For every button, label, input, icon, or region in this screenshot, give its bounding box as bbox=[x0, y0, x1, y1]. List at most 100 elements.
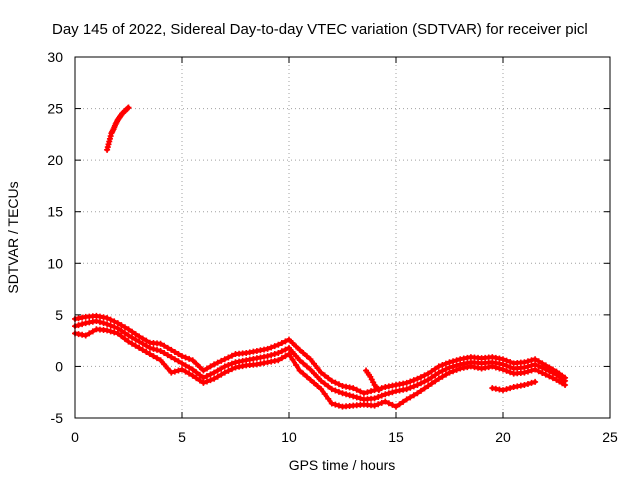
data-point bbox=[296, 357, 303, 364]
data-point bbox=[500, 366, 506, 373]
y-tick-label: 5 bbox=[55, 307, 63, 323]
data-point bbox=[275, 341, 282, 348]
y-axis-label: SDTVAR / TECUs bbox=[5, 181, 21, 293]
data-point bbox=[417, 387, 424, 394]
data-point bbox=[278, 340, 285, 347]
data-point bbox=[275, 350, 282, 357]
data-point bbox=[125, 332, 132, 339]
data-point bbox=[214, 359, 221, 366]
data-point bbox=[425, 383, 432, 390]
data-point bbox=[150, 345, 157, 352]
data-point bbox=[542, 366, 549, 373]
data-point bbox=[350, 385, 357, 392]
series-4 bbox=[489, 378, 539, 394]
data-point bbox=[132, 342, 139, 349]
x-tick-label: 0 bbox=[71, 429, 79, 445]
data-point bbox=[421, 372, 428, 379]
data-point bbox=[303, 373, 310, 380]
data-point bbox=[375, 387, 382, 394]
data-point bbox=[414, 390, 421, 397]
data-point bbox=[114, 320, 121, 327]
data-point bbox=[111, 329, 118, 336]
data-point bbox=[328, 386, 335, 393]
data-point bbox=[339, 390, 346, 397]
data-point bbox=[218, 371, 225, 378]
data-point bbox=[321, 372, 328, 379]
data-point bbox=[417, 374, 424, 381]
data-point bbox=[214, 373, 221, 380]
chart-title: Day 145 of 2022, Sidereal Day-to-day VTE… bbox=[52, 21, 588, 38]
data-point bbox=[407, 378, 414, 385]
data-point bbox=[182, 354, 189, 361]
data-point bbox=[225, 362, 232, 369]
data-point bbox=[450, 358, 457, 365]
data-point bbox=[428, 368, 435, 375]
data-point bbox=[421, 378, 428, 385]
data-point bbox=[410, 383, 417, 390]
data-point bbox=[314, 365, 321, 372]
data-point bbox=[435, 363, 442, 370]
data-point bbox=[310, 379, 317, 386]
data-point bbox=[546, 368, 553, 375]
data-point bbox=[293, 362, 300, 369]
data-point bbox=[410, 392, 417, 399]
series-1 bbox=[72, 312, 569, 397]
data-point bbox=[278, 348, 285, 355]
data-point bbox=[264, 345, 271, 352]
data-point bbox=[225, 354, 232, 361]
data-point bbox=[549, 369, 556, 376]
data-point bbox=[385, 390, 392, 397]
data-point bbox=[521, 364, 528, 371]
data-point bbox=[211, 361, 218, 368]
data-point bbox=[450, 368, 457, 375]
data-point bbox=[303, 353, 310, 360]
data-point bbox=[442, 371, 449, 378]
data-point bbox=[432, 365, 439, 372]
data-point bbox=[539, 364, 546, 371]
data-point bbox=[310, 360, 317, 367]
data-point bbox=[271, 343, 278, 350]
data-point bbox=[125, 338, 132, 345]
data-point bbox=[403, 379, 410, 386]
plot-frame bbox=[74, 56, 611, 419]
data-point bbox=[186, 364, 193, 371]
data-point bbox=[314, 383, 321, 390]
data-point bbox=[207, 363, 214, 370]
data-point bbox=[524, 358, 531, 365]
data-point bbox=[532, 356, 539, 363]
data-point bbox=[182, 362, 189, 369]
x-axis-label: GPS time / hours bbox=[289, 457, 396, 473]
data-point bbox=[414, 375, 421, 382]
data-point bbox=[343, 391, 350, 398]
y-tick-label: 25 bbox=[47, 101, 63, 117]
data-point bbox=[193, 360, 200, 367]
data-point bbox=[435, 375, 442, 382]
data-point bbox=[86, 330, 93, 337]
data-point bbox=[132, 331, 139, 338]
data-point bbox=[203, 373, 210, 380]
data-point bbox=[164, 344, 171, 351]
data-point bbox=[503, 386, 510, 393]
data-point bbox=[225, 367, 232, 374]
data-point bbox=[136, 338, 143, 345]
data-point bbox=[104, 321, 111, 328]
data-point bbox=[335, 381, 342, 388]
data-point bbox=[371, 395, 378, 402]
data-point bbox=[503, 357, 510, 364]
data-point bbox=[93, 318, 100, 325]
data-point bbox=[189, 372, 196, 379]
data-point bbox=[286, 344, 292, 351]
data-point bbox=[157, 357, 164, 364]
data-point bbox=[425, 370, 432, 377]
data-point bbox=[368, 388, 375, 395]
data-point bbox=[189, 366, 196, 373]
data-point bbox=[203, 378, 210, 385]
data-point bbox=[410, 377, 417, 384]
data-point bbox=[150, 353, 157, 360]
data-point bbox=[446, 369, 453, 376]
data-point bbox=[193, 369, 200, 376]
data-point bbox=[528, 379, 535, 386]
